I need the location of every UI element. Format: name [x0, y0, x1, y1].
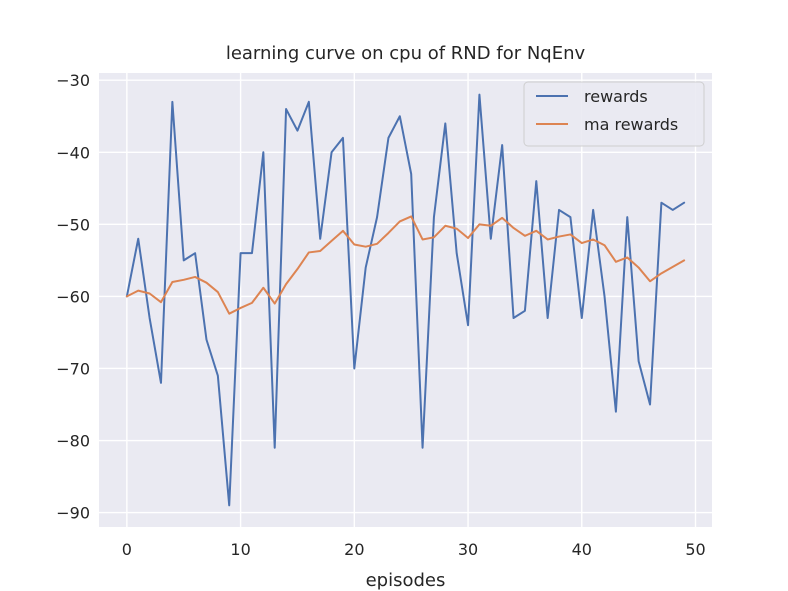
- y-tick-label: −80: [56, 432, 90, 451]
- y-tick-label: −30: [56, 71, 90, 90]
- legend-label-rewards: rewards: [584, 87, 648, 106]
- series-line-rewards: [125, 93, 686, 507]
- legend: rewards ma rewards: [523, 81, 705, 147]
- x-tick-label: 20: [344, 540, 364, 559]
- y-tick-label: −40: [56, 143, 90, 162]
- y-tick-label: −50: [56, 215, 90, 234]
- legend-label-ma-rewards: ma rewards: [584, 115, 678, 134]
- y-tick-label: −90: [56, 504, 90, 523]
- x-tick-label: 50: [685, 540, 705, 559]
- chart-title: learning curve on cpu of RND for NqEnv: [226, 43, 586, 64]
- y-tick-label: −60: [56, 287, 90, 306]
- x-tick-label: 10: [230, 540, 250, 559]
- grid-lines: [99, 73, 712, 527]
- y-axis-ticks: −30 −40 −50 −60 −70 −80 −90: [56, 71, 90, 522]
- series-line-ma-rewards: [125, 215, 686, 315]
- legend-box: [523, 81, 705, 147]
- x-tick-label: 30: [458, 540, 478, 559]
- x-axis-label: episodes: [366, 570, 446, 591]
- y-tick-label: −70: [56, 359, 90, 378]
- x-tick-label: 40: [572, 540, 592, 559]
- x-tick-label: 0: [122, 540, 132, 559]
- x-axis-ticks: 0 10 20 30 40 50: [122, 540, 706, 559]
- series-layer: [125, 93, 686, 507]
